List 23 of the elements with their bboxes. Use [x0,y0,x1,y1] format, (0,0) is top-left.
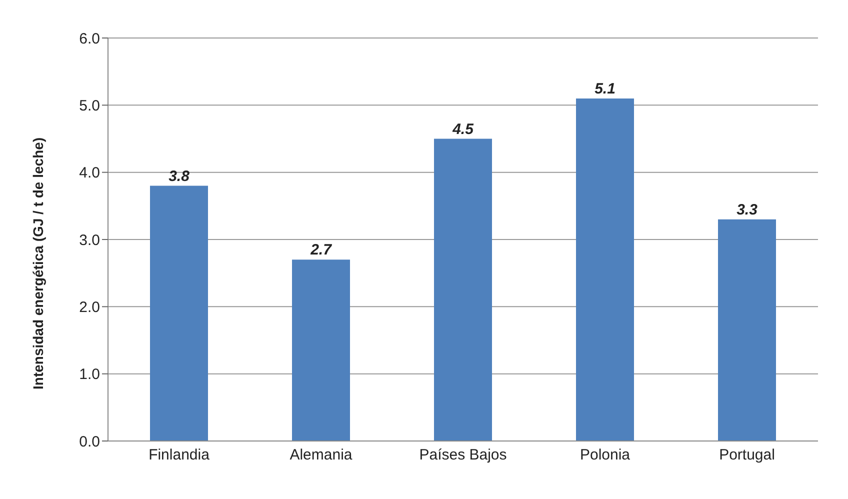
x-tick-label: Países Bajos [419,446,507,464]
bar [434,138,492,441]
data-label: 3.3 [736,201,758,218]
bar [576,98,634,441]
y-tick-label: 0.0 [79,433,100,450]
bar [150,186,208,441]
x-tick-label: Portugal [719,446,775,464]
y-tick-label: 2.0 [79,298,100,316]
data-label: 3.8 [168,168,190,185]
data-label: 2.7 [310,242,332,259]
bar [292,260,350,441]
bar [718,219,776,441]
data-label: 5.1 [594,80,616,98]
y-tick-label: 4.0 [79,164,100,182]
x-tick-label: Polonia [580,446,631,464]
y-axis-title: Intensidad energética (GJ / t de leche) [30,137,46,390]
y-tick-label: 3.0 [79,232,100,249]
x-tick-label: Finlandia [148,446,210,464]
y-tick-label: 5.0 [79,97,100,114]
x-tick-label: Alemania [290,446,353,464]
y-tick-label: 6.0 [79,30,100,48]
y-tick-label: 1.0 [79,366,100,384]
data-label: 4.5 [452,120,474,138]
